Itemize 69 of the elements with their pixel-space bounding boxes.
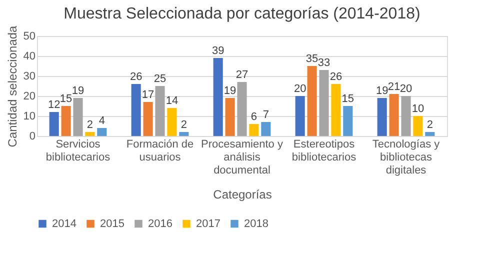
bar [401, 96, 411, 136]
data-label: 19 [72, 85, 84, 97]
x-tick-label: Formación de usuarios [126, 138, 194, 164]
x-tick-label: Servicios bibliotecarios [46, 138, 111, 164]
bar [413, 116, 423, 136]
data-label: 26 [130, 71, 142, 83]
legend-label: 2016 [148, 218, 172, 230]
bar [295, 96, 305, 136]
bar [179, 132, 189, 136]
bar [343, 106, 353, 136]
data-label: 19 [224, 85, 236, 97]
bar [131, 84, 141, 136]
bar [225, 98, 235, 136]
legend-label: 2014 [52, 218, 76, 230]
data-label: 26 [330, 71, 342, 83]
bar [425, 132, 435, 136]
bar [155, 86, 165, 136]
y-tick-label: 50 [23, 30, 36, 42]
data-label: 10 [412, 103, 424, 115]
y-tick-label: 40 [23, 50, 36, 62]
bar [73, 98, 83, 136]
y-tick-label: 0 [29, 130, 36, 142]
bar [249, 124, 259, 136]
bar [97, 128, 107, 136]
data-label: 12 [48, 99, 60, 111]
bar [331, 84, 341, 136]
data-label: 20 [400, 83, 412, 95]
bar [49, 112, 59, 136]
bar [307, 66, 317, 136]
data-label: 15 [342, 93, 354, 105]
x-tick-label: Tecnologías y bibliotecas digitales [372, 138, 440, 176]
bar [167, 108, 177, 136]
data-label: 6 [250, 111, 258, 123]
data-label: 27 [236, 69, 248, 81]
data-label: 2 [180, 119, 187, 131]
data-label: 39 [212, 45, 224, 57]
legend-label: 2018 [244, 218, 268, 230]
data-label: 4 [98, 115, 105, 127]
bar [389, 94, 399, 136]
chart-title: Muestra Seleccionada por categorías (2014-2018) [64, 5, 420, 22]
y-tick-label: 30 [23, 70, 36, 82]
data-label: 2 [426, 119, 433, 131]
legend-label: 2015 [100, 218, 124, 230]
x-tick-label: Procesamiento y análisis documental [201, 138, 284, 176]
data-label: 7 [262, 109, 269, 121]
data-label: 33 [318, 57, 330, 69]
data-label: 21 [388, 81, 400, 93]
bar [61, 106, 71, 136]
bar [319, 70, 329, 136]
x-axis-title: Categorías [213, 188, 272, 202]
y-tick-label: 20 [23, 90, 36, 102]
bar [261, 122, 271, 136]
data-label: 14 [166, 95, 178, 107]
bar [377, 98, 387, 136]
bar [143, 102, 153, 136]
data-label: 19 [376, 85, 388, 97]
data-label: 20 [294, 83, 306, 95]
bar [213, 58, 223, 136]
data-label: 2 [86, 119, 94, 131]
legend-label: 2017 [196, 218, 220, 230]
x-tick-label: Estereotipos bibliotecarios [292, 138, 357, 164]
bar [237, 82, 247, 136]
data-label: 17 [142, 89, 154, 101]
y-axis-title: Cantidad seleccionada [5, 25, 20, 148]
data-label: 35 [306, 53, 318, 65]
data-label: 15 [60, 93, 72, 105]
y-tick-label: 10 [23, 110, 36, 122]
bar [85, 132, 95, 136]
data-label: 25 [154, 73, 166, 85]
